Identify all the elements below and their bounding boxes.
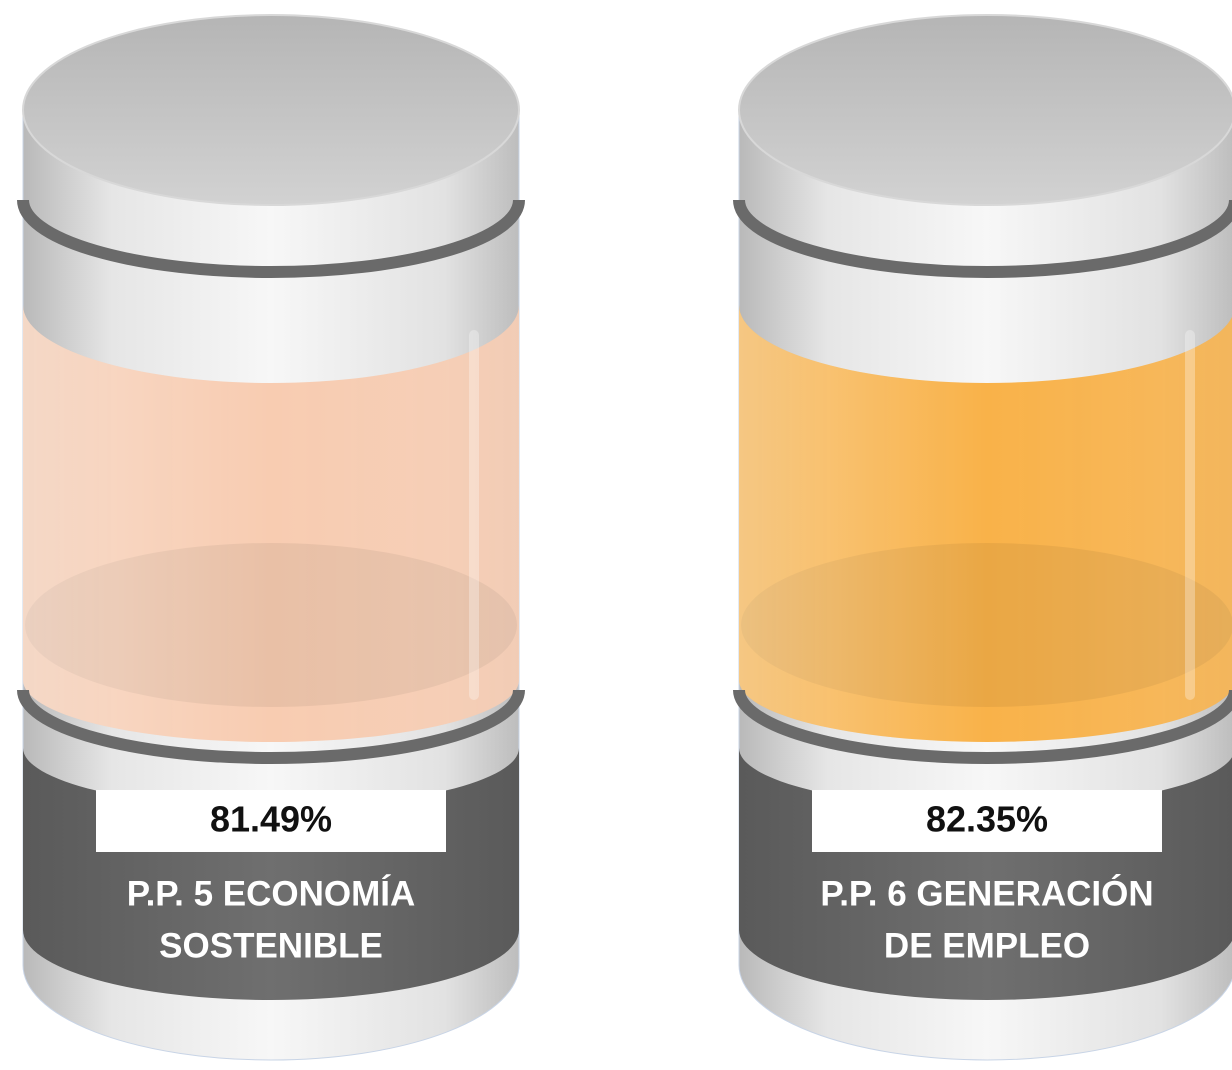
cylinder-label: P.P. 5 ECONOMÍA — [127, 873, 416, 913]
value-label: 81.49% — [210, 799, 332, 840]
value-label: 82.35% — [926, 799, 1048, 840]
stripe — [17, 199, 525, 278]
cylinder: 82.35% P.P. 6 GENERACIÓN DE EMPLEO — [733, 14, 1232, 1061]
glass-highlight — [1185, 330, 1195, 700]
glass-shine — [739, 305, 1232, 742]
cylinder-top — [22, 14, 520, 206]
value-band — [812, 790, 1162, 852]
cylinder-label: DE EMPLEO — [884, 926, 1090, 965]
stripe — [733, 689, 1232, 764]
value-band — [96, 790, 446, 852]
cylinder-label: P.P. 6 GENERACIÓN — [820, 873, 1153, 913]
cylinder-label: SOSTENIBLE — [159, 926, 383, 965]
cylinder: 81.49% P.P. 5 ECONOMÍA SOSTENIBLE — [17, 14, 525, 1061]
glass-highlight — [469, 330, 479, 700]
glass-shine — [23, 305, 519, 742]
stripe — [17, 689, 525, 764]
stripe — [733, 199, 1232, 278]
cylinder-top — [738, 14, 1232, 206]
